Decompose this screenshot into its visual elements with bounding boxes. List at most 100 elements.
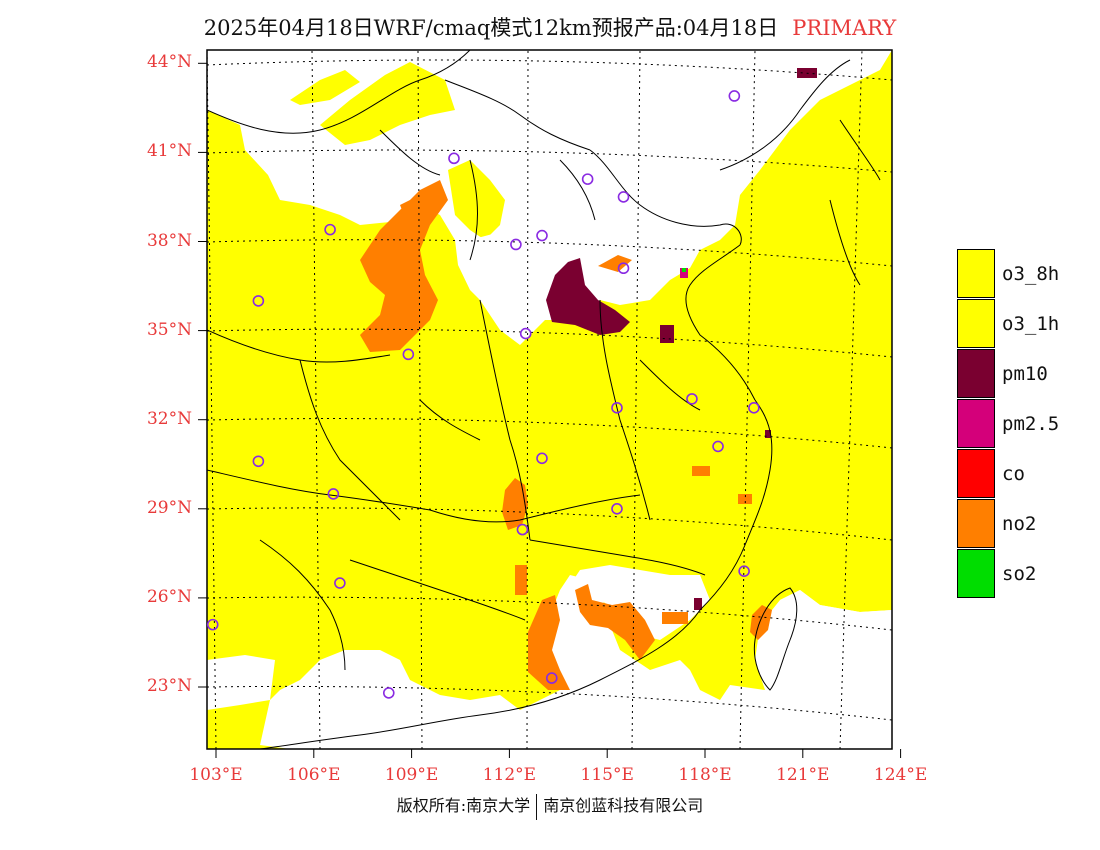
pm25-patch: [680, 268, 688, 278]
legend-label: o3_8h: [1002, 263, 1060, 285]
no2-region-hebei: [598, 255, 632, 272]
pm10-patch: [765, 430, 771, 438]
station-marker: [402, 348, 415, 361]
legend-item: o3_8h: [957, 249, 1097, 299]
copyright-left: 版权所有:南京大学: [396, 796, 531, 815]
station-marker: [712, 440, 724, 453]
pollutant-legend: o3_8h o3_1h pm10 pm2.5 co no2 so2: [957, 249, 1097, 599]
pm10-region: [546, 258, 630, 335]
no2-region-taiwan: [750, 605, 772, 640]
lon-label: 115°E: [580, 765, 634, 785]
legend-label: pm10: [1002, 363, 1048, 385]
clean-area-east-sea: [765, 590, 892, 749]
station-marker: [382, 687, 395, 699]
station-marker: [519, 327, 532, 340]
legend-label: no2: [1002, 513, 1037, 535]
lon-label: 112°E: [482, 765, 537, 785]
no2-region-south-coast: [575, 584, 655, 660]
station-marker: [581, 173, 594, 185]
no2-region-loess: [360, 180, 448, 352]
station-marker: [327, 488, 340, 500]
legend-swatch: [957, 449, 995, 498]
legend-label: co: [1002, 463, 1025, 485]
legend-label: pm2.5: [1002, 413, 1060, 435]
title-main: 2025年04月18日WRF/cmaq模式12km预报产品:04月18日: [203, 16, 779, 40]
legend-item: pm2.5: [957, 399, 1097, 449]
lon-label: 124°E: [873, 765, 928, 785]
station-marker: [728, 90, 741, 102]
station-marker: [748, 402, 760, 414]
lat-label: 44°N: [146, 52, 192, 73]
lon-label: 103°E: [189, 765, 243, 785]
station-marker: [686, 393, 698, 405]
no2-patch: [662, 612, 688, 624]
station-marker: [448, 152, 460, 165]
lon-label: 118°E: [678, 765, 732, 785]
o3-north-region: [320, 62, 455, 145]
o3-region: [207, 50, 892, 749]
so2-patch: [682, 268, 686, 272]
pm10-patch: [660, 325, 674, 343]
title-tag: PRIMARY: [792, 16, 897, 40]
station-marker: [738, 565, 750, 577]
lon-label: 109°E: [384, 765, 439, 785]
graticule: [207, 50, 892, 749]
lat-label: 29°N: [146, 497, 192, 518]
station-marker: [536, 229, 548, 242]
pm10-patch: [694, 598, 702, 610]
copyright-right: 南京创蓝科技有限公司: [543, 796, 704, 815]
o3-north-small: [290, 70, 360, 105]
station-marker: [617, 191, 630, 203]
no2-patch: [515, 565, 527, 595]
lat-label: 26°N: [146, 586, 192, 607]
station-markers: [206, 90, 760, 699]
boundary-lines: [207, 50, 881, 749]
legend-item: so2: [957, 549, 1097, 599]
station-marker: [206, 618, 219, 631]
legend-swatch: [957, 249, 995, 298]
station-marker: [324, 223, 336, 236]
map-title: 2025年04月18日WRF/cmaq模式12km预报产品:04月18日 PRIM…: [0, 12, 1100, 42]
no2-region-guangdong: [528, 595, 570, 690]
lat-label: 35°N: [146, 319, 192, 340]
legend-item: no2: [957, 499, 1097, 549]
copyright-separator: [536, 793, 538, 820]
lon-label: 106°E: [287, 765, 341, 785]
map-frame: [206, 49, 893, 750]
legend-swatch: [957, 349, 995, 398]
legend-item: pm10: [957, 349, 1097, 399]
lat-label: 38°N: [146, 230, 192, 251]
station-marker: [510, 238, 522, 251]
legend-label: so2: [1002, 563, 1037, 585]
map-field: [207, 50, 892, 749]
station-marker: [536, 452, 548, 465]
no2-region-north: [400, 182, 445, 230]
lat-label: 23°N: [146, 676, 192, 696]
lat-label: 32°N: [146, 408, 192, 429]
station-marker: [252, 295, 265, 307]
station-marker: [611, 402, 623, 414]
station-marker: [611, 502, 623, 515]
no2-patch: [738, 494, 752, 504]
station-marker: [516, 523, 529, 536]
lon-label: 121°E: [776, 765, 830, 785]
legend-swatch: [957, 399, 995, 448]
legend-item: co: [957, 449, 1097, 499]
no2-patch: [692, 466, 710, 476]
legend-label: o3_1h: [1002, 313, 1060, 335]
legend-swatch: [957, 549, 995, 598]
legend-swatch: [957, 499, 995, 548]
no2-region-hunan: [502, 478, 528, 530]
station-marker: [545, 672, 558, 684]
copyright-footer: 版权所有:南京大学 南京创蓝科技有限公司: [0, 792, 1100, 820]
axis-ticks: [198, 62, 902, 758]
legend-item: o3_1h: [957, 299, 1097, 349]
clean-area-north-china: [470, 140, 700, 300]
lat-label: 41°N: [146, 141, 192, 162]
legend-swatch: [957, 299, 995, 348]
station-marker: [252, 455, 265, 468]
station-marker: [334, 577, 346, 589]
clean-area-sw: [207, 655, 275, 710]
station-marker: [617, 262, 630, 275]
